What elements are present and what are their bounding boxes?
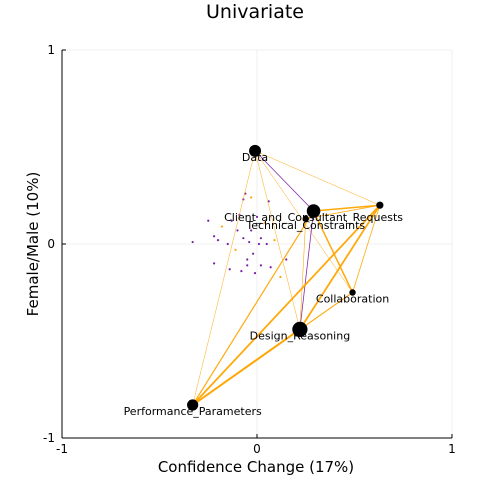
data-point	[259, 237, 262, 240]
data-point	[273, 239, 276, 242]
edge-line	[254, 150, 381, 206]
edge-line	[192, 150, 256, 406]
edge-line	[192, 210, 315, 406]
data-point	[265, 242, 268, 246]
data-point	[234, 248, 237, 251]
data-point	[213, 262, 216, 265]
edge-line	[254, 150, 301, 330]
grid-layer	[61, 49, 453, 439]
data-point	[230, 219, 233, 222]
y-tick-label: 0	[47, 237, 55, 251]
node-label-perf: Performance_Parameters	[124, 405, 262, 418]
data-point	[279, 275, 282, 279]
edge-line	[312, 204, 381, 212]
node-tech	[302, 215, 309, 222]
data-point	[263, 221, 266, 224]
node-client	[306, 204, 321, 218]
y-tick-label: 1	[47, 43, 55, 57]
node-data	[249, 144, 262, 157]
x-tick-label: 1	[448, 442, 456, 456]
data-point	[269, 266, 272, 269]
node-label-tech: Technical_Constraints	[245, 219, 365, 232]
data-point	[213, 235, 216, 238]
data-point	[255, 215, 259, 218]
x-tick-label: -1	[56, 442, 68, 456]
edge-line	[191, 204, 381, 406]
edges-layer	[191, 150, 381, 407]
data-point	[207, 219, 210, 222]
edge-line	[254, 150, 314, 212]
node-label-data: Data	[242, 151, 268, 164]
data-point	[240, 270, 243, 273]
axis-ticks: -1 0 1 -1 0 1	[43, 43, 456, 456]
node-label-client: Client_and_Consultant_Requests	[224, 211, 403, 224]
edge-line	[312, 210, 354, 294]
node-collab	[349, 289, 356, 296]
data-point	[236, 229, 239, 232]
data-point	[267, 200, 270, 203]
edge-line	[352, 204, 381, 293]
data-point	[246, 258, 249, 261]
node-right	[376, 201, 384, 209]
data-point	[250, 229, 253, 232]
x-axis-label: Confidence Change (17%)	[158, 458, 354, 476]
edge-line	[192, 292, 354, 406]
data-point	[253, 272, 257, 275]
nodes-layer	[187, 144, 384, 411]
node-perf	[187, 399, 199, 411]
data-point	[250, 196, 253, 199]
data-point	[248, 240, 251, 244]
data-point	[285, 258, 288, 261]
data-point	[191, 240, 194, 244]
data-point	[216, 239, 220, 242]
edge-line	[298, 204, 381, 331]
data-point	[220, 225, 223, 228]
data-point	[228, 268, 231, 271]
node-labels-layer: Data Client_and_Consultant_RequestsTechni…	[124, 151, 404, 418]
y-axis-label: Female/Male (10%)	[24, 172, 42, 317]
node-label-collab: Collaboration	[316, 293, 389, 306]
node-label-design: Design_Reasoning	[250, 329, 351, 342]
chart-title: Univariate	[206, 1, 304, 23]
data-point	[252, 252, 255, 255]
edge-line	[305, 204, 381, 220]
edge-line	[254, 150, 353, 293]
data-point	[242, 237, 245, 240]
node-design	[292, 321, 308, 337]
points-layer	[191, 192, 288, 279]
edge-line	[299, 210, 314, 330]
x-tick-label: 0	[253, 442, 261, 456]
data-point	[259, 264, 262, 267]
data-point	[257, 242, 261, 246]
edge-line	[299, 218, 307, 330]
y-tick-label: -1	[43, 431, 55, 445]
data-point	[246, 264, 249, 267]
data-point	[226, 242, 229, 246]
